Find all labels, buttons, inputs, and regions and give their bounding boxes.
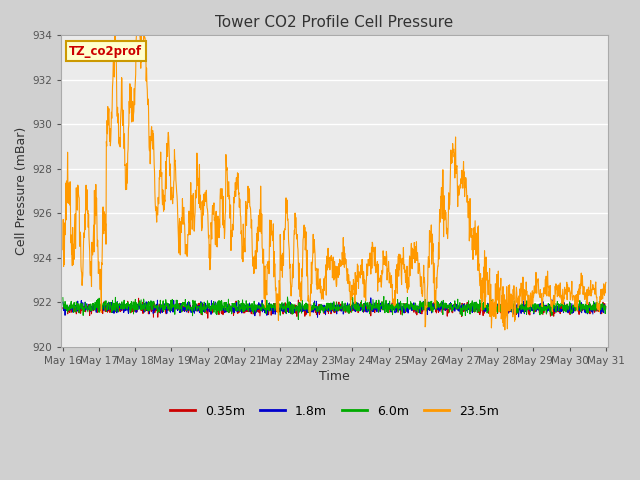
Y-axis label: Cell Pressure (mBar): Cell Pressure (mBar) (15, 127, 28, 255)
Legend: 0.35m, 1.8m, 6.0m, 23.5m: 0.35m, 1.8m, 6.0m, 23.5m (165, 400, 504, 423)
Title: Tower CO2 Profile Cell Pressure: Tower CO2 Profile Cell Pressure (215, 15, 454, 30)
Text: TZ_co2prof: TZ_co2prof (69, 45, 142, 58)
X-axis label: Time: Time (319, 370, 350, 383)
